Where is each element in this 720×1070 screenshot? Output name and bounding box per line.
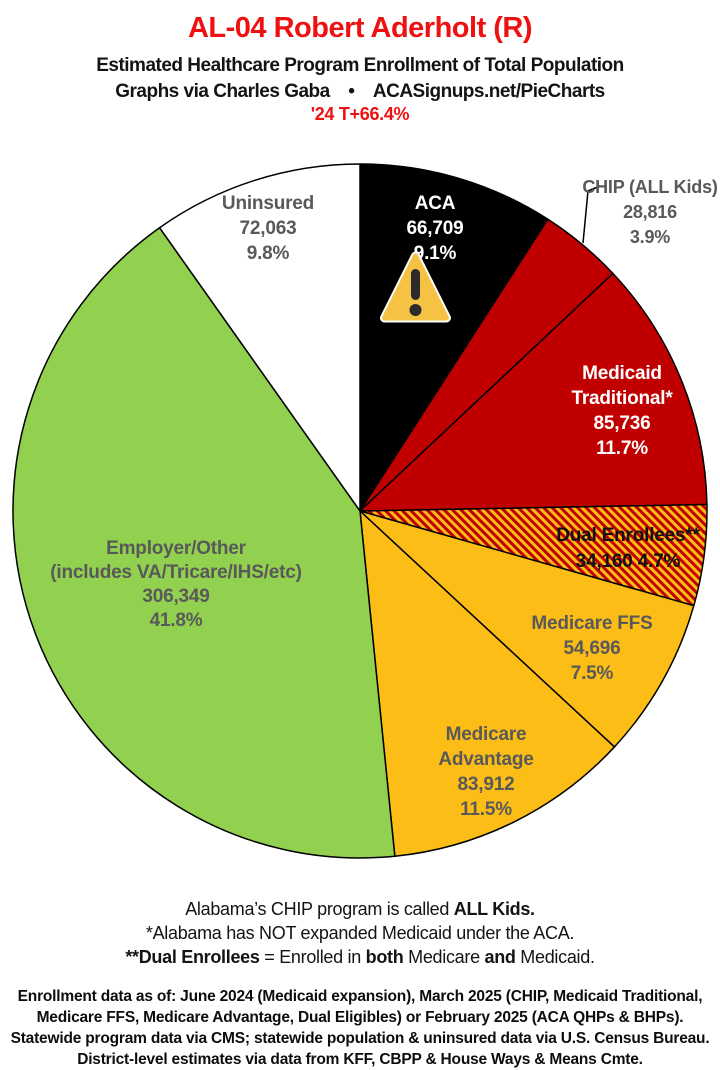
pie-slice-employer-other xyxy=(12,226,396,859)
pie-label-chip-all-kids: CHIP (ALL Kids) 28,816 3.9% xyxy=(582,177,718,247)
chart-subtitle: Estimated Healthcare Program Enrollment … xyxy=(96,55,624,76)
source-line: Medicare FFS, Medicare Advantage, Dual E… xyxy=(36,1009,684,1026)
pie-slice-uninsured xyxy=(158,163,361,512)
note-segment: and xyxy=(484,947,516,967)
pie-label-aca: ACA 66,709 9.1% xyxy=(407,193,464,264)
pie-svg: ACA 66,709 9.1% CHIP (ALL Kids) 28,816 3.9% Me… xyxy=(12,163,718,859)
page-title: AL-04 Robert Aderholt (R) xyxy=(187,12,533,44)
note-segment: Alabama’s CHIP program is called xyxy=(185,899,454,919)
pie-slice-medicare-advantage xyxy=(359,510,616,857)
footnotes: Alabama’s CHIP program is called ALL Kid… xyxy=(0,897,720,969)
pie-label-dual-enrollees: Dual Enrollees** 34,160 4.7% xyxy=(556,525,700,572)
pie-slice-aca xyxy=(359,163,549,512)
note-segment: *Alabama has NOT expanded Medicaid under… xyxy=(145,923,575,943)
note-line-chip: Alabama’s CHIP program is called ALL Kid… xyxy=(0,897,720,921)
pie-slice-medicare-ffs xyxy=(359,510,695,748)
source-line: Statewide program data via CMS; statewid… xyxy=(10,1030,710,1047)
note-segment: Medicaid. xyxy=(515,947,595,967)
pie-label-medicare-advantage: Medicare Advantage 83,912 11.5% xyxy=(438,724,533,820)
pie-label-medicare-ffs: Medicare FFS 54,696 7.5% xyxy=(531,613,652,684)
note-segment: **Dual Enrollees xyxy=(125,947,260,967)
pie-label-medicaid-traditional: Medicaid Traditional* 85,736 11.7% xyxy=(571,363,673,459)
pie-label-employer-other: Employer/Other (includes VA/Tricare/IHS/e… xyxy=(50,538,302,631)
source-line: District-level estimates via data from K… xyxy=(77,1051,643,1068)
note-line-dual: **Dual Enrollees = Enrolled in both Medi… xyxy=(0,945,720,969)
source-line: Enrollment data as of: June 2024 (Medica… xyxy=(17,988,703,1005)
pie-chart: ACA 66,709 9.1% CHIP (ALL Kids) 28,816 3.9% Me… xyxy=(0,150,720,890)
note-segment: = Enrolled in xyxy=(259,947,366,967)
note-line-medicaid: *Alabama has NOT expanded Medicaid under… xyxy=(0,921,720,945)
election-margin: '24 T+66.4% xyxy=(310,104,410,124)
warning-icon xyxy=(380,251,451,323)
pie-label-uninsured: Uninsured 72,063 9.8% xyxy=(222,193,314,264)
note-segment: Medicare xyxy=(403,947,485,967)
byline: Graphs via Charles Gaba • ACASignups.net… xyxy=(115,81,605,102)
pie-slice-medicaid-traditional xyxy=(359,272,708,512)
data-source-block: Enrollment data as of: June 2024 (Medica… xyxy=(0,986,720,1070)
note-segment: both xyxy=(365,947,404,967)
note-segment: ALL Kids. xyxy=(453,899,535,919)
chip-leader-line xyxy=(582,185,601,244)
